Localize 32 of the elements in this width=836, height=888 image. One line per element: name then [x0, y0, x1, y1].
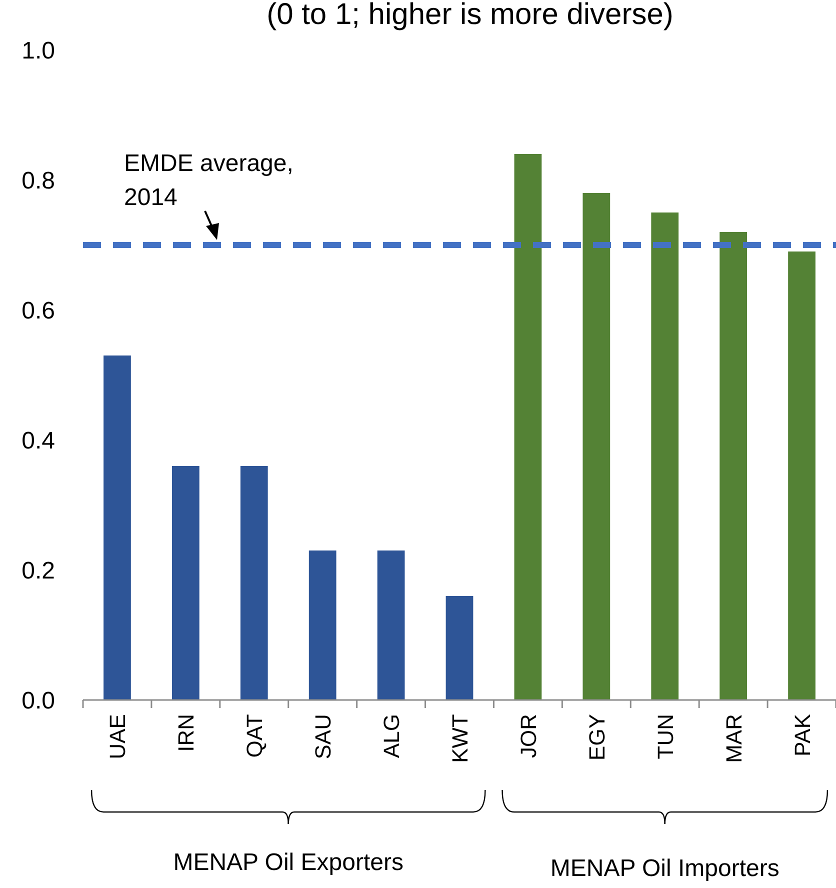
bar: [308, 550, 336, 700]
x-tick-label: TUN: [652, 714, 678, 760]
bar: [377, 550, 405, 700]
y-tick-label: 0.8: [22, 167, 55, 194]
x-tick-label: ALG: [379, 714, 404, 758]
bar: [582, 193, 610, 700]
bar: [446, 596, 474, 700]
x-tick-label: KWT: [448, 714, 472, 763]
x-tick-label: PAK: [790, 714, 815, 756]
y-tick-label: 1.0: [22, 37, 55, 64]
bar: [172, 466, 200, 700]
x-tick-label: MAR: [721, 714, 746, 763]
y-tick-label: 0.6: [22, 297, 55, 324]
x-tick-label: UAE: [105, 714, 130, 760]
y-tick-label: 0.4: [22, 427, 55, 454]
x-tick-label: EGY: [584, 714, 610, 760]
bar: [514, 154, 542, 700]
x-tick-label: JOR: [516, 714, 541, 758]
y-tick-label: 0.0: [22, 687, 55, 714]
y-tick-label: 0.2: [22, 557, 55, 584]
x-tick-label: SAU: [310, 714, 336, 760]
text: MENAP Oil Importers: [550, 855, 780, 882]
bar: [720, 232, 748, 700]
bar: [788, 252, 816, 700]
bar: [240, 466, 268, 700]
bar: [104, 356, 131, 700]
x-tick-label: QAT: [242, 714, 268, 758]
x-tick-label: IRN: [174, 714, 199, 752]
text: MENAP Oil Exporters: [173, 849, 404, 876]
ref-line-label: EMDE average, 2014: [124, 150, 294, 211]
chart-title: (0 to 1; higher is more diverse): [266, 0, 674, 31]
bar: [651, 212, 679, 700]
